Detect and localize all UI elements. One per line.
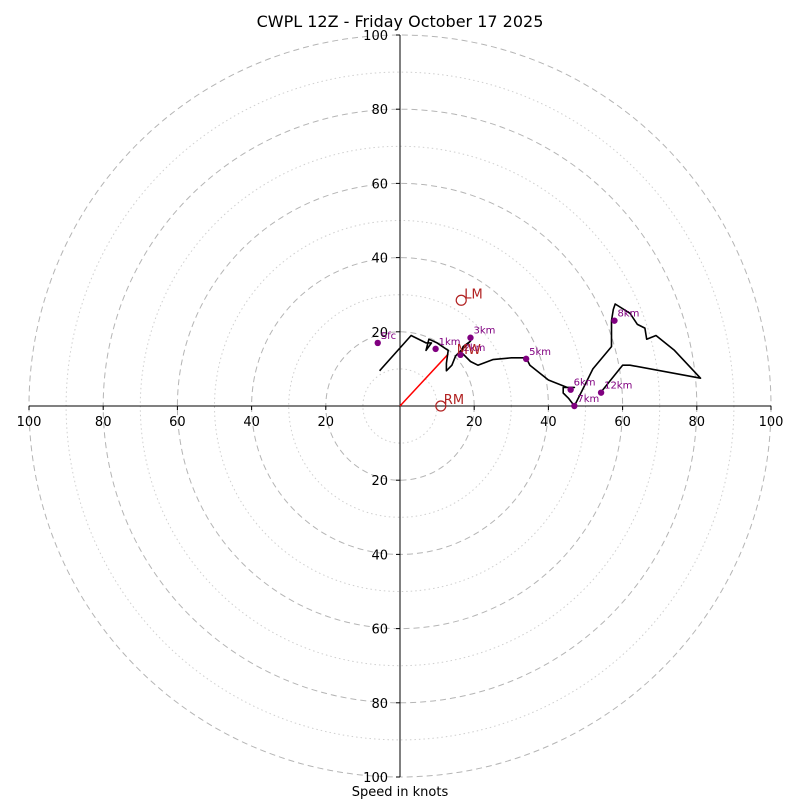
y-tick-label: 80 [371,103,388,118]
y-tick-label: 40 [371,252,388,267]
height-marker-dot [597,389,605,396]
x-tick-label: 60 [614,415,631,430]
height-marker-label: 3km [473,326,495,337]
chart-title: CWPL 12Z - Friday October 17 2025 [257,12,544,31]
height-marker-dot [522,355,530,363]
height-marker-label: 5km [529,347,551,358]
y-tick-label: 80 [371,697,388,712]
hodograph-trace [379,303,702,407]
x-tick-label: 100 [759,415,784,430]
storm-motion-marker [435,400,447,412]
shear-vector-line [399,353,449,407]
storm-motion-marker [455,294,467,306]
y-tick-label: 60 [371,623,388,638]
x-tick-label: 60 [169,415,186,430]
x-axis-label: Speed in knots [352,785,449,800]
height-marker-label: 1km [439,337,461,348]
x-tick-label: 20 [318,415,335,430]
height-marker-label: 2km [463,343,485,354]
x-tick-label: 80 [95,415,112,430]
tick-labels: 100 80 60 40 20 20 40 60 80 100 100 80 60 40 20 20 40 60 8… [17,29,784,786]
height-marker-dot [571,402,578,410]
height-marker-dot [467,334,474,341]
height-marker-label: 7km [577,394,599,405]
height-marker-label: 12km [604,381,632,392]
x-tick-label: 20 [466,415,483,430]
y-tick-label: 20 [371,474,388,489]
storm-motion-label: LM [464,287,482,302]
x-tick-label: 100 [17,415,42,430]
y-tick-label: 100 [363,29,388,44]
height-marker-label: 6km [574,378,596,389]
height-marker-label: 8km [617,309,639,320]
x-tick-label: 40 [243,415,260,430]
y-tick-label: 20 [371,326,388,341]
x-tick-label: 40 [540,415,557,430]
x-tick-label: 80 [689,415,706,430]
height-marker-dot [611,317,618,324]
storm-motion-label: RM [444,393,464,408]
height-marker-dot [432,345,439,353]
storm-motion-label: MW [457,343,481,358]
y-tick-label: 60 [371,177,388,192]
height-marker-dot [374,339,381,347]
height-marker-label: Sfc [381,331,396,342]
height-marker-dot [567,386,574,393]
y-tick-label: 40 [371,548,388,563]
height-marker-dot [457,351,464,359]
y-tick-label: 100 [363,771,388,786]
